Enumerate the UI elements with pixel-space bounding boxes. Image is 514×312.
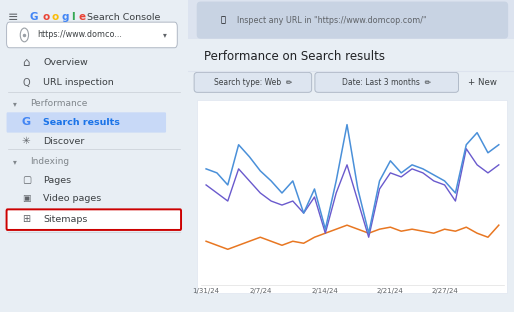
Bar	[197, 100, 507, 293]
FancyBboxPatch shape	[197, 2, 508, 39]
Text: G: G	[29, 12, 38, 22]
Text: Sitemaps: Sitemaps	[43, 215, 87, 223]
Text: g: g	[61, 12, 69, 22]
Text: Date: Last 3 months  ✏: Date: Last 3 months ✏	[342, 78, 431, 87]
Text: Indexing: Indexing	[30, 157, 69, 166]
Text: Q: Q	[23, 78, 30, 88]
Text: ⌂: ⌂	[23, 56, 30, 69]
Text: l: l	[71, 12, 75, 22]
Text: ▾: ▾	[13, 157, 17, 166]
Text: ≡: ≡	[8, 11, 19, 24]
FancyBboxPatch shape	[7, 112, 166, 133]
Text: G: G	[22, 117, 31, 127]
Text: ✳: ✳	[22, 136, 31, 146]
Text: Pages: Pages	[43, 176, 71, 184]
Text: ▣: ▣	[22, 194, 30, 203]
Text: o: o	[43, 12, 50, 22]
Text: Discover: Discover	[43, 137, 84, 145]
FancyBboxPatch shape	[7, 209, 181, 230]
FancyBboxPatch shape	[315, 72, 458, 92]
Text: ▢: ▢	[22, 175, 31, 185]
FancyBboxPatch shape	[194, 72, 311, 92]
Text: URL inspection: URL inspection	[43, 78, 114, 87]
Text: Search type: Web  ✏: Search type: Web ✏	[214, 78, 292, 87]
Text: ⊞: ⊞	[22, 214, 30, 224]
Text: Performance: Performance	[30, 99, 87, 108]
Text: e: e	[79, 12, 85, 22]
Text: Inspect any URL in "https://www.domcop.com/": Inspect any URL in "https://www.domcop.c…	[236, 16, 426, 25]
Text: Search results: Search results	[43, 118, 120, 127]
Text: Search Console: Search Console	[87, 13, 160, 22]
Text: Overview: Overview	[43, 58, 88, 67]
Text: Performance on Search results: Performance on Search results	[204, 50, 385, 63]
Text: + New: + New	[468, 78, 497, 87]
FancyBboxPatch shape	[7, 22, 177, 48]
Text: https://www.domco...: https://www.domco...	[38, 31, 122, 39]
Text: Video pages: Video pages	[43, 194, 101, 203]
Text: o: o	[52, 12, 59, 22]
Text: ▾: ▾	[13, 99, 17, 108]
Bar	[188, 71, 514, 94]
Text: ▾: ▾	[163, 31, 167, 39]
Text: 🔍: 🔍	[220, 16, 225, 25]
Bar	[188, 0, 514, 39]
